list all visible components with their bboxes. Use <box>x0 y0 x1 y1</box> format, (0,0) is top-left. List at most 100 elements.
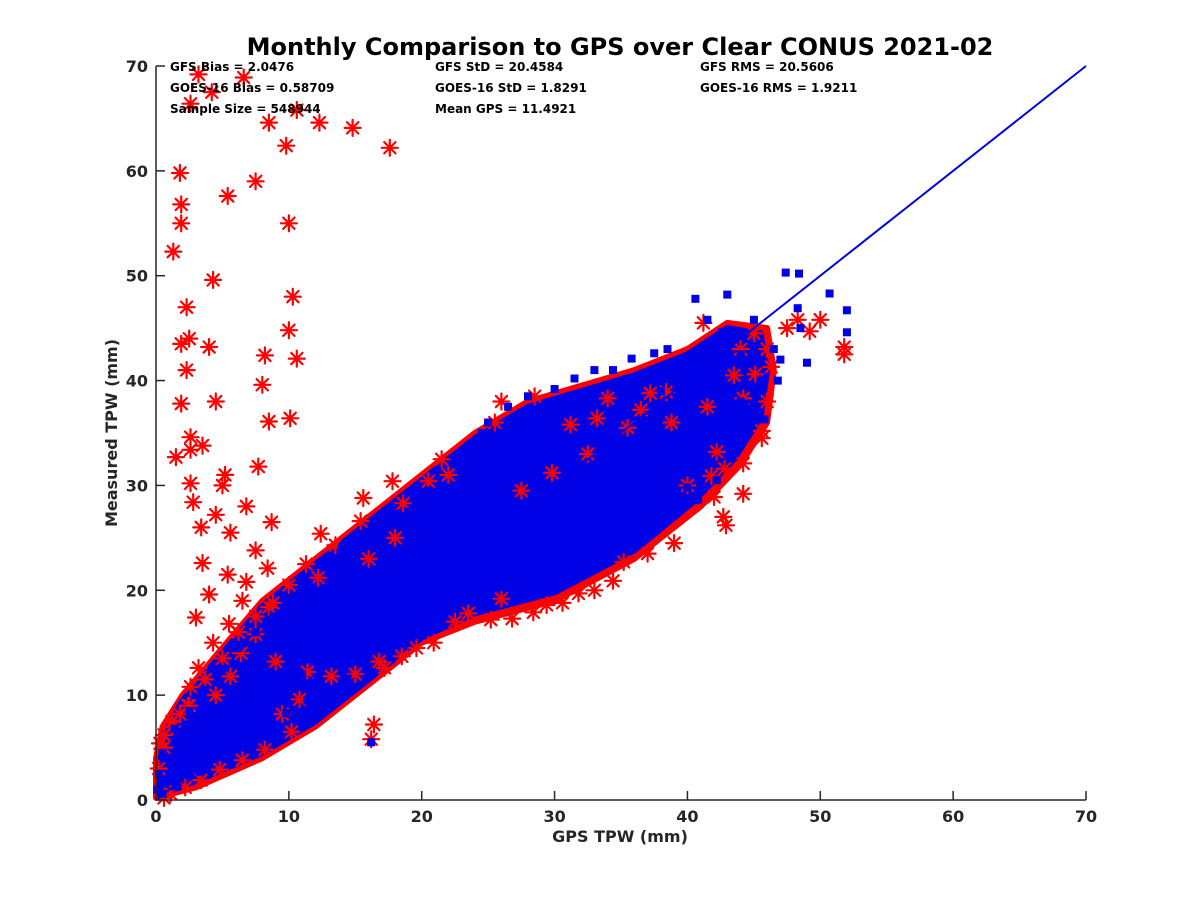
asterisk-point <box>204 633 223 652</box>
square-point <box>201 685 210 694</box>
asterisk-point <box>255 346 274 365</box>
asterisk-point <box>172 394 191 413</box>
square-point <box>258 680 267 689</box>
asterisk-point <box>181 440 200 459</box>
asterisk-point <box>229 623 248 642</box>
x-tick-label: 30 <box>543 807 565 826</box>
square-point <box>749 315 758 324</box>
x-tick-label: 20 <box>411 807 433 826</box>
square-point <box>457 560 466 569</box>
square-point <box>793 304 802 313</box>
asterisk-point <box>835 337 854 357</box>
square-point <box>284 654 293 663</box>
square-point <box>428 607 437 616</box>
asterisk-point <box>424 633 443 652</box>
asterisk-point <box>714 507 733 527</box>
square-point <box>617 450 625 458</box>
asterisk-point <box>641 384 660 403</box>
y-tick-label: 70 <box>126 57 148 76</box>
square-point <box>304 581 313 589</box>
asterisk-point <box>181 94 200 113</box>
asterisk-point <box>343 118 362 137</box>
asterisk-point <box>287 100 306 120</box>
square-point <box>391 575 400 584</box>
square-point <box>703 454 712 463</box>
square-point <box>268 612 277 621</box>
asterisk-point <box>196 670 215 689</box>
square-point <box>614 544 623 553</box>
square-point <box>158 748 167 757</box>
asterisk-point <box>310 113 329 132</box>
square-point <box>769 345 778 354</box>
square-point <box>627 354 636 363</box>
asterisk-point <box>180 329 199 348</box>
x-tick-label: 40 <box>676 807 698 826</box>
square-point <box>690 381 699 390</box>
square-point <box>298 670 307 679</box>
asterisk-point <box>206 685 225 705</box>
asterisk-point <box>164 242 183 261</box>
chart-title: Monthly Comparison to GPS over Clear CON… <box>247 33 994 61</box>
square-point <box>643 502 652 511</box>
square-point <box>747 381 756 390</box>
asterisk-point <box>249 457 268 476</box>
asterisk-point <box>481 610 500 629</box>
asterisk-point <box>277 136 296 155</box>
square-point <box>773 376 782 385</box>
square-point <box>353 657 362 666</box>
square-point <box>497 539 506 548</box>
asterisk-point <box>237 572 256 592</box>
square-point <box>361 533 370 542</box>
asterisk-point <box>279 321 298 340</box>
square-point <box>258 724 267 733</box>
axis-ticks: 0 10 20 30 40 50 60 70 0 10 20 30 40 50 60 70 <box>126 57 1097 826</box>
square-point <box>577 481 586 490</box>
y-tick-label: 10 <box>126 686 148 705</box>
square-point <box>796 324 805 333</box>
square-point <box>710 418 718 427</box>
asterisk-point <box>380 138 399 157</box>
square-point <box>718 328 726 337</box>
asterisk-point <box>359 549 378 568</box>
square-point <box>500 583 509 592</box>
asterisk-point <box>542 463 562 482</box>
square-point <box>444 533 453 542</box>
square-point <box>218 664 227 673</box>
asterisk-point <box>386 528 405 548</box>
square-point <box>524 392 532 401</box>
asterisk-point <box>206 505 225 524</box>
asterisk-point <box>186 608 205 627</box>
asterisk-point <box>734 454 753 473</box>
asterisk-point <box>177 361 196 380</box>
square-point <box>338 638 346 647</box>
stat-gfs-rms: GFS RMS = 20.5606 <box>700 60 834 74</box>
asterisk-point <box>311 524 330 543</box>
square-point <box>569 561 578 570</box>
asterisk-point <box>297 554 316 574</box>
square-point <box>656 434 665 443</box>
y-tick-label: 50 <box>126 267 148 286</box>
square-point <box>577 397 586 406</box>
x-tick-label: 70 <box>1075 807 1097 826</box>
square-point <box>284 596 293 605</box>
asterisk-point <box>181 474 200 493</box>
x-tick-label: 60 <box>942 807 964 826</box>
one-to-one-line <box>155 65 1087 801</box>
asterisk-point <box>734 484 753 503</box>
stat-gfs-bias: GFS Bias = 2.0476 <box>170 60 294 74</box>
asterisk-point <box>193 553 212 573</box>
asterisk-point <box>281 409 300 428</box>
square-point <box>510 429 519 437</box>
asterisk-point <box>439 465 458 484</box>
square-point <box>736 397 745 406</box>
asterisk-point <box>524 603 543 622</box>
square-point <box>609 366 617 375</box>
square-point <box>650 349 659 358</box>
square-point <box>736 350 745 359</box>
square-point <box>597 491 606 500</box>
square-point <box>231 701 240 710</box>
square-point <box>205 722 214 731</box>
asterisk-point <box>704 487 724 507</box>
square-point <box>691 294 700 303</box>
asterisk-point <box>394 494 413 513</box>
